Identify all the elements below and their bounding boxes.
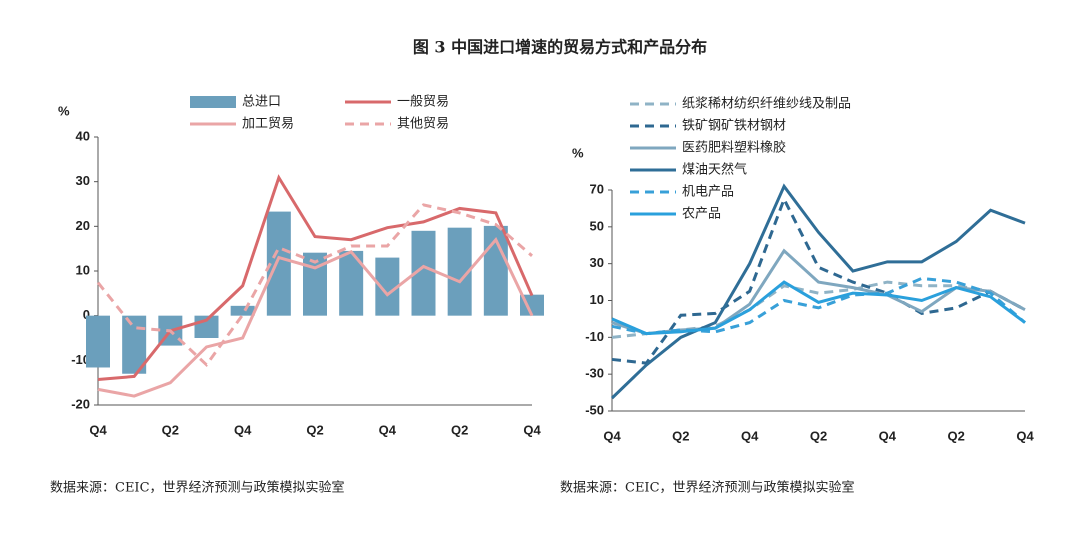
- y-tick-label: 10: [590, 292, 604, 307]
- x-tick-label: Q2: [947, 428, 964, 443]
- series-line: [610, 183, 1026, 400]
- x-tick-label: Q4: [523, 422, 541, 437]
- x-tick-label: Q4: [379, 422, 397, 437]
- bar: [86, 315, 110, 368]
- y-tick-label: 30: [76, 173, 90, 188]
- legend-label: 总进口: [242, 95, 281, 110]
- y-tick-label: 70: [590, 181, 604, 196]
- legend-swatch: [190, 96, 236, 108]
- series-line: [96, 203, 533, 368]
- legend-label: 其他贸易: [397, 117, 449, 132]
- series-line: [611, 280, 1026, 336]
- x-tick-label: Q4: [234, 422, 252, 437]
- x-tick-label: Q2: [672, 428, 689, 443]
- legend-label: 加工贸易: [242, 117, 294, 132]
- bar: [122, 315, 147, 374]
- legend-label: 纸浆稀材纺织纤维纱线及制品: [682, 97, 851, 112]
- y-tick-label: 0: [83, 307, 90, 322]
- legend-label: 铁矿钢矿铁材钢材: [682, 119, 786, 134]
- x-tick-label: Q2: [306, 422, 323, 437]
- legend-label: 一般贸易: [397, 94, 449, 110]
- legend-label: 医药肥料塑料橡胶: [682, 140, 786, 156]
- y-tick-label: -20: [71, 396, 90, 411]
- source-note: 数据来源：CEIC，世界经济预测与政策模拟实验室: [560, 480, 855, 496]
- bar: [230, 305, 255, 316]
- x-tick-label: Q2: [451, 422, 468, 437]
- y-tick-label: -30: [585, 366, 604, 381]
- source-note: 数据来源：CEIC，世界经济预测与政策模拟实验室: [50, 480, 345, 496]
- series-line: [611, 276, 1026, 336]
- x-tick-label: Q2: [810, 428, 827, 443]
- series-line: [97, 237, 534, 398]
- legend-label: 煤油天然气: [682, 162, 747, 178]
- x-tick-label: Q4: [1016, 428, 1034, 443]
- unit-label: %: [572, 145, 584, 160]
- y-tick-label: -50: [585, 402, 604, 417]
- x-tick-label: Q4: [603, 428, 621, 443]
- x-tick-label: Q2: [162, 422, 179, 437]
- x-tick-label: Q4: [879, 428, 897, 443]
- figure-title: 图 3 中国进口增速的贸易方式和产品分布: [413, 38, 707, 57]
- series-line: [611, 195, 1026, 365]
- y-tick-label: 10: [76, 262, 90, 277]
- legend-label: 机电产品: [682, 185, 734, 200]
- legend-label: 农产品: [682, 207, 721, 222]
- y-tick-label: 30: [590, 255, 604, 270]
- y-tick-label: 40: [76, 128, 90, 143]
- y-tick-label: -10: [71, 352, 90, 367]
- x-tick-label: Q4: [89, 422, 107, 437]
- y-tick-label: 20: [76, 218, 90, 233]
- x-tick-label: Q4: [741, 428, 759, 443]
- y-tick-label: 50: [590, 218, 604, 233]
- y-tick-label: -10: [585, 329, 604, 344]
- unit-label: %: [58, 103, 70, 118]
